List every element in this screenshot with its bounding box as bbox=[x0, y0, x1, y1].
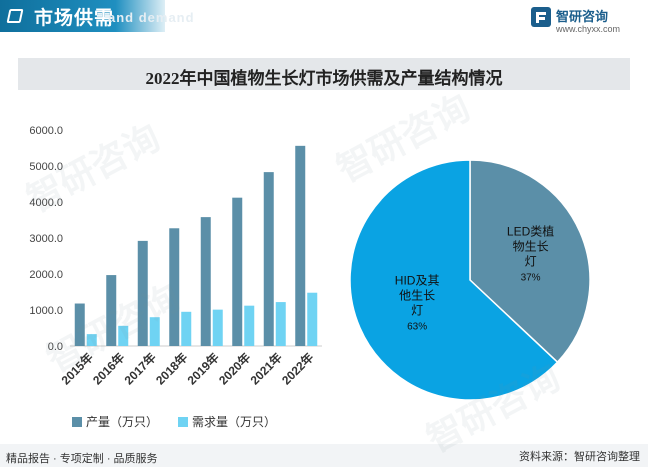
section-title: 市场供需 bbox=[34, 8, 115, 29]
x-tick-label: 2020年 bbox=[215, 350, 253, 388]
bar-demand bbox=[275, 302, 286, 346]
bar-production bbox=[263, 172, 274, 346]
brand-name: 智研咨询 bbox=[556, 9, 609, 24]
x-tick-label: 2017年 bbox=[121, 350, 159, 388]
header-mark-icon bbox=[6, 9, 24, 23]
pie-category-label: 他生长 bbox=[399, 288, 435, 302]
x-tick-label: 2018年 bbox=[152, 350, 190, 388]
pie-percent-label: 37% bbox=[521, 272, 541, 283]
pie-category-label: LED类植 bbox=[507, 223, 554, 238]
pie-category-label: 灯 bbox=[525, 254, 537, 268]
legend-swatch-demand bbox=[178, 417, 188, 427]
legend-swatch-production bbox=[72, 417, 82, 427]
footer-source: 资料来源：智研咨询整理 bbox=[519, 451, 640, 463]
bar-production bbox=[74, 303, 85, 346]
pie-category-label: 物生长 bbox=[513, 239, 549, 253]
y-tick-label: 1000.0 bbox=[29, 305, 63, 317]
y-tick-label: 4000.0 bbox=[29, 197, 63, 209]
bar-demand bbox=[149, 317, 160, 346]
charts-canvas: 0.0 1000.0 2000.0 3000.0 4000.0 5000.0 6000.0 2… bbox=[29, 125, 591, 401]
brand: 智研咨询 www.chyxx.com bbox=[530, 4, 630, 38]
footer-tagline: 精品报告 · 专项定制 · 品质服务 bbox=[6, 453, 158, 465]
pie-slice-hid bbox=[349, 159, 559, 401]
x-tick-label: 2016年 bbox=[89, 350, 127, 388]
header: 市场供需 and demand 智研咨询 www.chyxx.com bbox=[0, 0, 648, 40]
bar-demand bbox=[118, 325, 129, 346]
bar-demand bbox=[307, 292, 318, 346]
y-tick-label: 6000.0 bbox=[29, 125, 63, 137]
y-tick-label: 5000.0 bbox=[29, 161, 63, 173]
y-tick-label: 2000.0 bbox=[29, 269, 63, 281]
bar-production bbox=[232, 197, 243, 346]
pie-category-label: 灯 bbox=[411, 303, 423, 317]
bar-demand bbox=[212, 309, 223, 346]
bar-production bbox=[137, 240, 148, 346]
x-tick-label: 2022年 bbox=[278, 350, 316, 388]
chart-title-box: 2022年中国植物生长灯市场供需及产量结构情况 bbox=[18, 58, 630, 90]
legend-item-production: 产量（万只） bbox=[72, 413, 158, 430]
pie-slice-led bbox=[469, 159, 591, 364]
bar-demand bbox=[244, 305, 255, 346]
chart-title: 2022年中国植物生长灯市场供需及产量结构情况 bbox=[145, 69, 503, 88]
legend-label-production: 产量（万只） bbox=[86, 415, 159, 429]
x-tick-label: 2021年 bbox=[247, 350, 285, 388]
bar-demand bbox=[86, 334, 97, 346]
footer: 精品报告 · 专项定制 · 品质服务 资料来源：智研咨询整理 bbox=[0, 444, 648, 467]
bar-production bbox=[106, 275, 117, 346]
brand-logo-icon bbox=[531, 7, 551, 27]
pie-category-label: HID及其 bbox=[395, 273, 440, 287]
pie-percent-label: 63% bbox=[407, 321, 427, 332]
x-tick-label: 2015年 bbox=[58, 350, 96, 388]
bar-production bbox=[200, 217, 211, 346]
legend-item-demand: 需求量（万只） bbox=[178, 413, 276, 430]
bar-production bbox=[295, 145, 306, 346]
bar-demand bbox=[181, 311, 192, 346]
x-tick-label: 2019年 bbox=[184, 350, 222, 388]
y-tick-label: 3000.0 bbox=[29, 233, 63, 245]
header-bar: 市场供需 bbox=[0, 0, 165, 32]
legend-label-demand: 需求量（万只） bbox=[192, 415, 277, 429]
bar-production bbox=[169, 228, 180, 346]
y-tick-label: 0.0 bbox=[48, 341, 63, 353]
brand-url: www.chyxx.com bbox=[556, 24, 621, 34]
header-ghost-text: and demand bbox=[108, 10, 195, 25]
